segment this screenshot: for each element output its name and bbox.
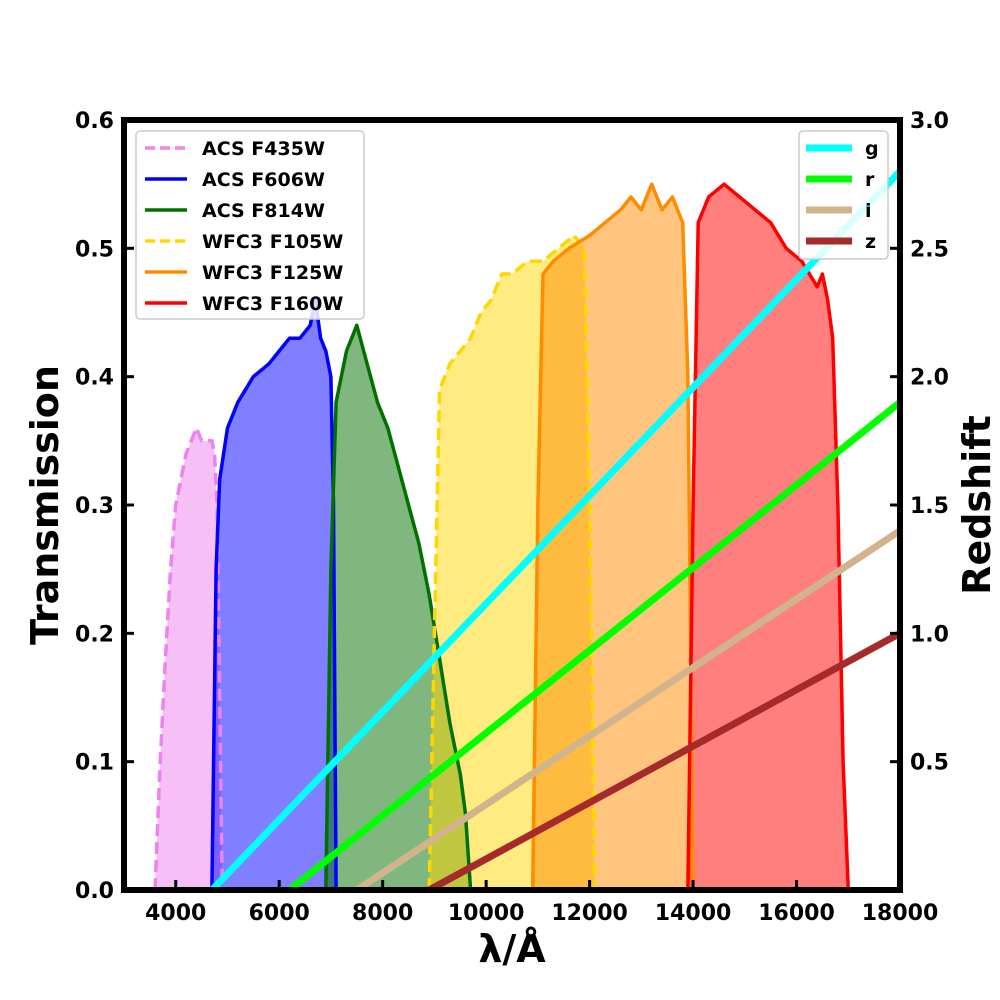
x-tick-label: 8000 (352, 901, 413, 926)
legend-label: ACS F814W (202, 200, 325, 222)
legend-label: WFC3 F125W (202, 262, 343, 284)
filter-curve-wfc3-f105w (427, 233, 597, 890)
x-tick-label: 18000 (862, 901, 939, 926)
y-right-tick-label: 1.5 (910, 494, 949, 519)
legend-label: WFC3 F105W (202, 231, 343, 253)
filter-fill-wfc3-f160w (687, 184, 849, 890)
y-left-tick-label: 0.1 (75, 751, 114, 776)
y-right-tick-label: 3.0 (910, 109, 949, 134)
filter-curve-wfc3-f160w (686, 182, 851, 890)
y-right-tick-label: 2.0 (910, 366, 949, 391)
filter-fill-acs-f435w (155, 428, 223, 890)
filter-fill-wfc3-f125w (532, 184, 694, 890)
filter-curves (153, 182, 851, 890)
x-tick-label: 14000 (655, 901, 732, 926)
y-axis-right-title: Redshift (955, 415, 999, 595)
filter-curve-acs-f606w (210, 297, 338, 890)
x-tick-label: 6000 (249, 901, 310, 926)
filter-fills (155, 184, 849, 890)
legend-filters: ACS F435W ACS F606W ACS F814W WFC3 F105W WFC… (135, 130, 365, 320)
y-left-tick-label: 0.4 (75, 366, 114, 391)
x-tick-label: 16000 (758, 901, 835, 926)
x-tick-label: 10000 (448, 901, 525, 926)
filter-curve-acs-f435w (153, 426, 225, 890)
legend-label: g (865, 138, 879, 160)
redshift-line-z (427, 630, 900, 890)
filter-fill-acs-f606w (211, 299, 337, 890)
y-left-tick-label: 0.5 (75, 237, 114, 262)
legend-label: ACS F435W (202, 138, 325, 160)
legend-redshift-box (798, 130, 889, 260)
y-left-tick-label: 0.3 (75, 494, 114, 519)
redshift-line-g (209, 168, 900, 890)
axis-ticks: 4000 6000 8000 10000 12000 14000 16000 18000 0.0… (75, 109, 949, 926)
y-right-tick-label: 0.5 (910, 751, 949, 776)
x-tick-label: 4000 (145, 901, 206, 926)
redshift-line-i (354, 527, 900, 890)
legend-label: i (865, 200, 872, 222)
legend-label: ACS F606W (202, 169, 325, 191)
x-axis-title: λ/Å (478, 927, 546, 971)
y-left-tick-label: 0.2 (75, 622, 114, 647)
redshift-lines (209, 168, 900, 890)
y-left-tick-label: 0.6 (75, 109, 114, 134)
legend-filters-box (135, 130, 365, 320)
x-tick-label: 12000 (551, 901, 628, 926)
legend-label: WFC3 F160W (202, 293, 343, 315)
legend-label: r (865, 169, 875, 191)
legend-label: z (865, 231, 876, 253)
y-right-tick-label: 1.0 (910, 622, 949, 647)
redshift-line-r (287, 399, 900, 890)
y-axis-left-title: Transmission (23, 365, 67, 645)
y-left-tick-label: 0.0 (75, 879, 114, 904)
y-right-tick-label: 2.5 (910, 237, 949, 262)
filter-curve-acs-f814w (324, 323, 473, 890)
filter-curve-wfc3-f125w (530, 182, 695, 890)
